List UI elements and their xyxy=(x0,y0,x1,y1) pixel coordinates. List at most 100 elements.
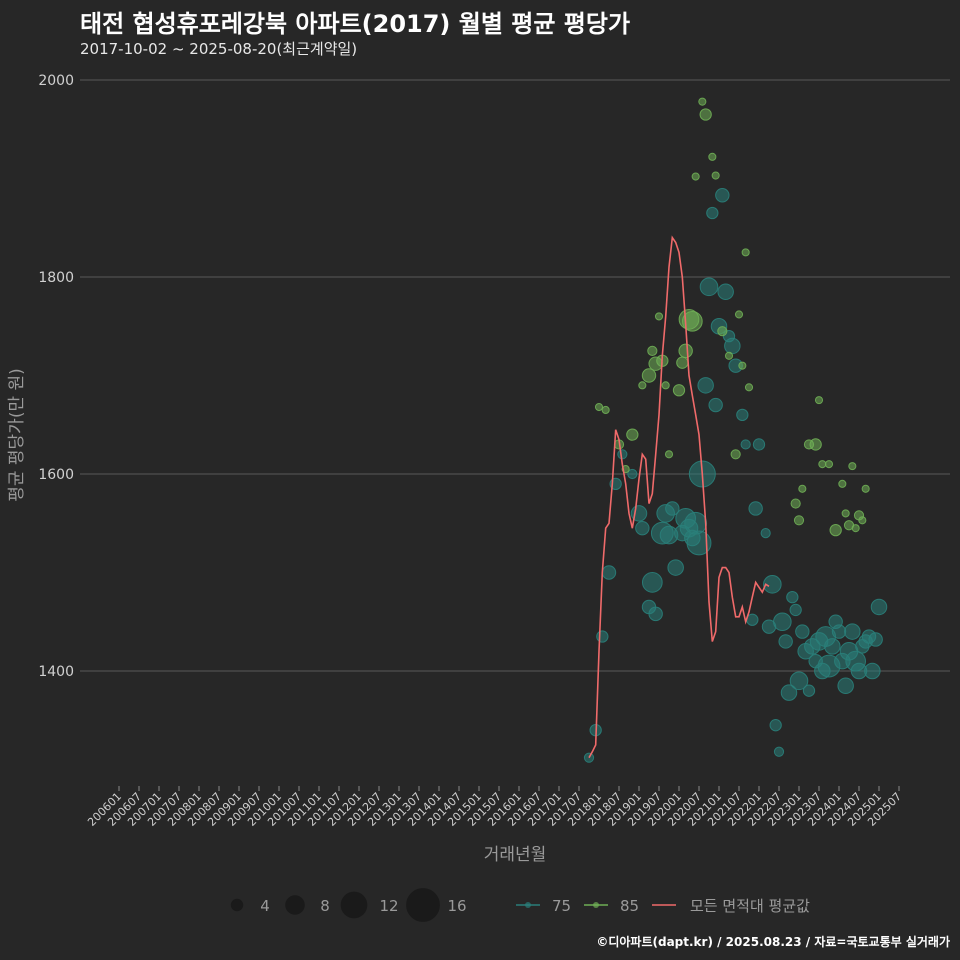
data-point-85 xyxy=(738,361,747,370)
average-line xyxy=(588,235,770,759)
data-point-85 xyxy=(676,356,689,369)
data-point-75 xyxy=(786,590,799,604)
legend-size-label: 12 xyxy=(379,897,398,915)
data-point-85 xyxy=(672,384,686,397)
data-point-75 xyxy=(773,746,785,757)
data-point-85 xyxy=(654,312,664,321)
data-point-85 xyxy=(744,383,754,392)
data-point-75 xyxy=(752,438,766,451)
data-point-75 xyxy=(740,439,751,450)
data-point-75 xyxy=(789,603,802,617)
data-point-75 xyxy=(665,501,680,516)
data-point-85 xyxy=(717,326,728,337)
data-point-75 xyxy=(831,624,847,639)
data-point-85 xyxy=(798,484,807,493)
data-point-85 xyxy=(741,248,750,257)
legend-size-label: 8 xyxy=(320,897,330,915)
data-point-85 xyxy=(708,152,717,161)
data-point-75 xyxy=(760,528,771,539)
data-point-85 xyxy=(734,310,744,319)
data-point-75 xyxy=(870,598,888,616)
data-point-85 xyxy=(809,438,822,451)
data-point-85 xyxy=(724,351,734,360)
data-point-75 xyxy=(736,408,749,422)
data-point-85 xyxy=(691,172,700,181)
chart-title: 태전 협성휴포레강북 아파트(2017) 월별 평균 평당가 xyxy=(80,10,631,38)
data-point-75 xyxy=(769,719,782,732)
data-point-75 xyxy=(864,662,881,680)
data-point-85 xyxy=(730,449,741,460)
data-point-85 xyxy=(829,523,842,537)
data-point-75 xyxy=(795,624,810,639)
y-axis-label: 평균 평당가(만 원) xyxy=(7,368,27,502)
legend-size-marker xyxy=(285,895,305,915)
data-point-75 xyxy=(773,612,792,632)
data-point-75 xyxy=(635,520,650,536)
data-point-75 xyxy=(763,575,782,594)
data-point-85 xyxy=(698,97,707,106)
data-point-85 xyxy=(861,484,870,493)
y-tick-label: 2000 xyxy=(38,73,74,89)
legend-series-dot xyxy=(525,902,531,908)
data-point-75 xyxy=(617,449,628,460)
data-point-85 xyxy=(851,524,860,533)
data-point-75 xyxy=(667,559,684,576)
data-point-85 xyxy=(790,498,801,509)
data-point-85 xyxy=(699,108,712,121)
x-axis-label: 거래년월 xyxy=(484,845,547,865)
data-point-75 xyxy=(748,501,763,516)
data-point-85 xyxy=(638,381,647,390)
data-point-85 xyxy=(678,343,693,359)
data-point-75 xyxy=(802,684,816,697)
legend-size-label: 4 xyxy=(260,897,270,915)
data-point-85 xyxy=(594,402,604,412)
data-point-75 xyxy=(601,565,617,580)
data-point-85 xyxy=(838,479,847,488)
legend-series-label: 75 xyxy=(552,897,571,915)
data-point-75 xyxy=(648,606,663,622)
y-tick-label: 1600 xyxy=(38,467,74,483)
data-point-85 xyxy=(793,515,805,526)
data-point-75 xyxy=(824,638,841,655)
chart-subtitle: 2017-10-02 ~ 2025-08-20(최근계약일) xyxy=(80,40,358,58)
data-point-75 xyxy=(844,623,861,640)
data-point-85 xyxy=(818,460,827,469)
data-point-85 xyxy=(858,516,867,525)
data-point-75 xyxy=(596,630,609,643)
legend-size-label: 16 xyxy=(447,897,466,915)
data-point-85 xyxy=(641,368,657,383)
data-point-75 xyxy=(789,671,809,691)
data-point-75 xyxy=(724,337,741,355)
data-point-75 xyxy=(837,677,854,695)
data-point-75 xyxy=(697,377,714,394)
footer-credit: ©디아파트(dapt.kr) / 2025.08.23 / 자료=국토교통부 실… xyxy=(596,935,950,949)
data-point-85 xyxy=(814,396,824,405)
data-point-75 xyxy=(706,206,719,220)
data-point-85 xyxy=(647,345,658,356)
data-point-85 xyxy=(848,462,857,471)
data-point-85 xyxy=(681,310,703,332)
legend-series-label: 85 xyxy=(620,897,639,915)
data-point-75 xyxy=(686,530,712,556)
legend-size-marker xyxy=(340,891,368,919)
data-point-85 xyxy=(601,405,610,415)
data-point-75 xyxy=(868,632,883,647)
data-point-75 xyxy=(641,572,663,593)
legend-size-marker xyxy=(406,888,440,922)
legend-series-label: 모든 면적대 평균값 xyxy=(690,897,810,915)
data-point-85 xyxy=(711,171,720,180)
data-point-85 xyxy=(626,428,639,441)
data-point-85 xyxy=(824,460,834,469)
legend-size-marker xyxy=(230,898,244,912)
data-point-75 xyxy=(717,283,734,301)
data-point-85 xyxy=(841,509,850,518)
data-point-75 xyxy=(627,468,638,480)
data-point-75 xyxy=(715,188,730,203)
data-point-85 xyxy=(664,450,674,459)
data-point-75 xyxy=(684,511,708,535)
data-point-75 xyxy=(778,634,793,649)
data-point-75 xyxy=(699,277,719,297)
data-point-85 xyxy=(661,381,670,390)
data-point-75 xyxy=(708,397,723,413)
